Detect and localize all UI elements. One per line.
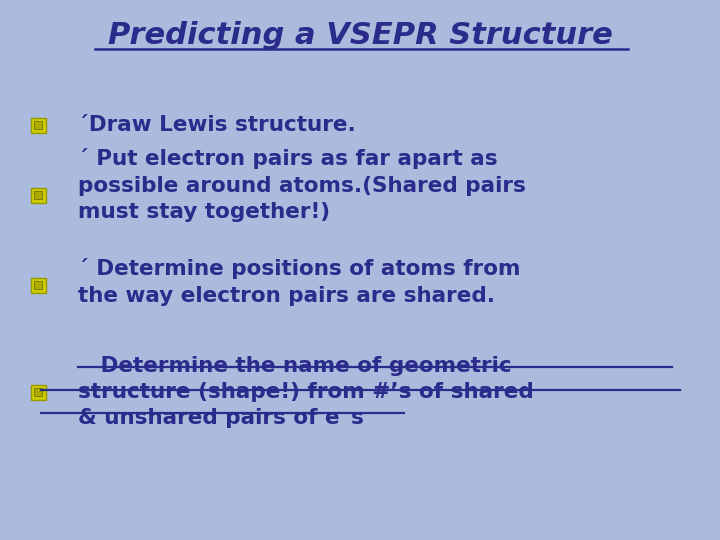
FancyBboxPatch shape (34, 388, 42, 396)
Text: Predicting a VSEPR Structure: Predicting a VSEPR Structure (107, 21, 613, 50)
FancyBboxPatch shape (34, 191, 42, 199)
Text: Determine the name of geometric
structure (shape!) from #’s of shared
& unshared: Determine the name of geometric structur… (78, 356, 534, 428)
FancyBboxPatch shape (30, 384, 45, 400)
FancyBboxPatch shape (30, 187, 45, 202)
Text: ´ Determine positions of atoms from
the way electron pairs are shared.: ´ Determine positions of atoms from the … (78, 258, 521, 306)
Text: ´ Put electron pairs as far apart as
possible around atoms.(Shared pairs
must st: ´ Put electron pairs as far apart as pos… (78, 148, 526, 222)
Text: ´Draw Lewis structure.: ´Draw Lewis structure. (78, 115, 356, 135)
FancyBboxPatch shape (34, 281, 42, 289)
FancyBboxPatch shape (34, 121, 42, 129)
FancyBboxPatch shape (30, 118, 45, 132)
FancyBboxPatch shape (30, 278, 45, 293)
